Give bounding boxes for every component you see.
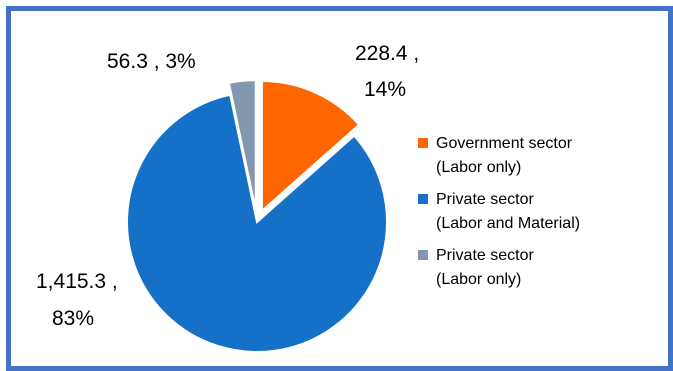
legend-swatch-private-labor [418, 250, 428, 260]
pie-slice-government-labor [260, 80, 361, 214]
pie-slices [126, 79, 388, 353]
legend-label-line1: Private sector [436, 191, 534, 208]
legend-item-government-labor: Government sector (Labor only) [418, 132, 580, 180]
legend-item-private-labor: Private sector (Labor only) [418, 244, 580, 292]
data-label-private-material-value: 1,415.3 , [36, 270, 118, 293]
pie-slice-private-labor [227, 79, 257, 211]
legend-label-line1: Government sector [436, 135, 573, 152]
legend-label-line2: (Labor only) [436, 159, 522, 176]
legend: Government sector (Labor only) Private s… [418, 132, 580, 300]
legend-label-line1: Private sector [436, 247, 534, 264]
pie-slice-private-labor-material [126, 93, 388, 353]
legend-item-private-labor-material: Private sector (Labor and Material) [418, 188, 580, 236]
data-label-private-material-percent: 83% [52, 307, 94, 330]
data-label-government-percent: 14% [364, 78, 406, 101]
data-label-private-labor: 56.3 , 3% [107, 50, 196, 73]
data-label-government-value: 228.4 , [355, 42, 419, 65]
legend-swatch-government-labor [418, 138, 428, 148]
legend-label-line2: (Labor only) [436, 271, 522, 288]
legend-label-line2: (Labor and Material) [436, 215, 581, 232]
legend-swatch-private-labor-material [418, 194, 428, 204]
